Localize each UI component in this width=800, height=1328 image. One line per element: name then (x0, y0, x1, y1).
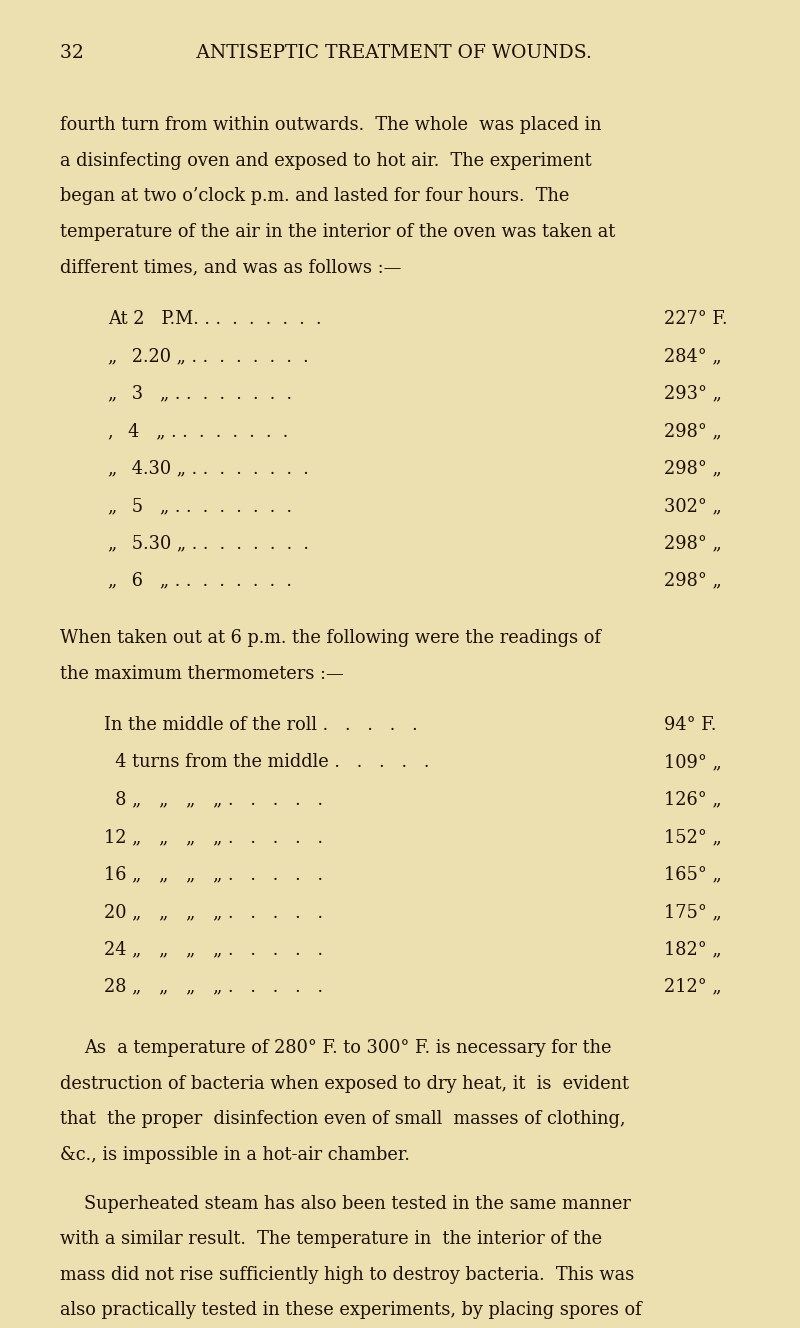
Text: 20 „ „ „ „ .   .   .   .   .: 20 „ „ „ „ . . . . . (104, 903, 329, 920)
Text: 16 „ „ „ „ .   .   .   .   .: 16 „ „ „ „ . . . . . (104, 866, 329, 883)
Text: mass did not rise sufficiently high to destroy bacteria.  This was: mass did not rise sufficiently high to d… (60, 1266, 634, 1284)
Text: 302° „: 302° „ (664, 497, 722, 515)
Text: the maximum thermometers :—: the maximum thermometers :— (60, 664, 344, 683)
Text: 298° „: 298° „ (664, 459, 722, 478)
Text: different times, and was as follows :—: different times, and was as follows :— (60, 259, 402, 276)
Text: „  6   „ . .  .  .  .  .  .  .: „ 6 „ . . . . . . . . (108, 571, 298, 590)
Text: 293° „: 293° „ (664, 385, 722, 402)
Text: 284° „: 284° „ (664, 348, 722, 365)
Text: 298° „: 298° „ (664, 422, 722, 440)
Text: destruction of bacteria when exposed to dry heat, it  is  evident: destruction of bacteria when exposed to … (60, 1074, 629, 1093)
Text: As  a temperature of 280° F. to 300° F. is necessary for the: As a temperature of 280° F. to 300° F. i… (84, 1038, 611, 1057)
Text: 152° „: 152° „ (664, 829, 722, 846)
Text: 109° „: 109° „ (664, 753, 722, 772)
Text: temperature of the air in the interior of the oven was taken at: temperature of the air in the interior o… (60, 223, 615, 240)
Text: 4 turns from the middle .   .   .   .   .: 4 turns from the middle . . . . . (104, 753, 435, 772)
Text: fourth turn from within outwards.  The whole  was placed in: fourth turn from within outwards. The wh… (60, 116, 602, 134)
Text: 12 „ „ „ „ .   .   .   .   .: 12 „ „ „ „ . . . . . (104, 829, 329, 846)
Text: 28 „ „ „ „ .   .   .   .   .: 28 „ „ „ „ . . . . . (104, 977, 329, 996)
Text: ,  4   „ . .  .  .  .  .  .  .: , 4 „ . . . . . . . . (108, 422, 294, 440)
Text: that  the proper  disinfection even of small  masses of clothing,: that the proper disinfection even of sma… (60, 1110, 626, 1127)
Text: „  2.20 „ . .  .  .  .  .  .  .: „ 2.20 „ . . . . . . . . (108, 348, 314, 365)
Text: 165° „: 165° „ (664, 866, 722, 883)
Text: 24 „ „ „ „ .   .   .   .   .: 24 „ „ „ „ . . . . . (104, 940, 329, 959)
Text: „  4.30 „ . .  .  .  .  .  .  .: „ 4.30 „ . . . . . . . . (108, 459, 314, 478)
Text: 8 „ „ „ „ .   .   .   .   .: 8 „ „ „ „ . . . . . (104, 790, 329, 809)
Text: When taken out at 6 p.m. the following were the readings of: When taken out at 6 p.m. the following w… (60, 629, 601, 647)
Text: At 2   P.M. . .  .  .  .  .  .  .: At 2 P.M. . . . . . . . . (108, 309, 327, 328)
Text: 32      ANTISEPTIC TREATMENT OF WOUNDS.: 32 ANTISEPTIC TREATMENT OF WOUNDS. (60, 44, 592, 62)
Text: began at two o’clock p.m. and lasted for four hours.  The: began at two o’clock p.m. and lasted for… (60, 187, 570, 206)
Text: 94° F.: 94° F. (664, 716, 716, 734)
Text: In the middle of the roll .   .   .   .   .: In the middle of the roll . . . . . (104, 716, 423, 734)
Text: 126° „: 126° „ (664, 790, 722, 809)
Text: 298° „: 298° „ (664, 534, 722, 552)
Text: 227° F.: 227° F. (664, 309, 727, 328)
Text: 212° „: 212° „ (664, 977, 722, 996)
Text: also practically tested in these experiments, by placing spores of: also practically tested in these experim… (60, 1301, 642, 1319)
Text: a disinfecting oven and exposed to hot air.  The experiment: a disinfecting oven and exposed to hot a… (60, 151, 592, 170)
Text: Superheated steam has also been tested in the same manner: Superheated steam has also been tested i… (84, 1195, 631, 1212)
Text: with a similar result.  The temperature in  the interior of the: with a similar result. The temperature i… (60, 1230, 602, 1248)
Text: „  3   „ . .  .  .  .  .  .  .: „ 3 „ . . . . . . . . (108, 385, 298, 402)
Text: „  5.30 „ . .  .  .  .  .  .  .: „ 5.30 „ . . . . . . . . (108, 534, 314, 552)
Text: „  5   „ . .  .  .  .  .  .  .: „ 5 „ . . . . . . . . (108, 497, 298, 515)
Text: 175° „: 175° „ (664, 903, 722, 920)
Text: &c., is impossible in a hot-air chamber.: &c., is impossible in a hot-air chamber. (60, 1146, 410, 1163)
Text: 298° „: 298° „ (664, 571, 722, 590)
Text: 182° „: 182° „ (664, 940, 722, 959)
